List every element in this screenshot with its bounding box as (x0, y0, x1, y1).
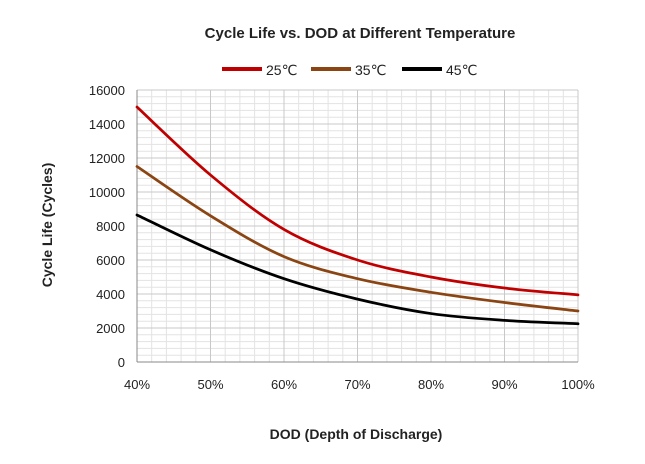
x-tick-labels: 40% 50% 60% 70% 80% 90% 100% (124, 377, 595, 392)
x-axis-label: DOD (Depth of Discharge) (270, 426, 443, 442)
legend-label-35c: 35℃ (355, 62, 386, 78)
y-tick-label: 0 (118, 355, 125, 370)
x-tick-label: 40% (124, 377, 150, 392)
y-tick-labels: 0 2000 4000 6000 8000 10000 12000 14000 16000 (89, 83, 125, 370)
y-tick-label: 12000 (89, 151, 125, 166)
y-tick-label: 4000 (96, 287, 125, 302)
x-tick-label: 50% (197, 377, 223, 392)
x-tick-label: 70% (344, 377, 370, 392)
series-lines (135, 105, 580, 326)
legend-label-25c: 25℃ (266, 62, 297, 78)
chart-title: Cycle Life vs. DOD at Different Temperat… (205, 25, 516, 42)
y-tick-label: 8000 (96, 219, 125, 234)
y-tick-label: 6000 (96, 253, 125, 268)
legend: 25℃ 35℃ 45℃ (222, 62, 477, 78)
series-line-35c (135, 165, 580, 313)
x-tick-label: 80% (418, 377, 444, 392)
y-tick-label: 2000 (96, 321, 125, 336)
x-tick-label: 100% (561, 377, 595, 392)
series-line-45c (135, 213, 580, 326)
legend-label-45c: 45℃ (446, 62, 477, 78)
y-tick-label: 16000 (89, 83, 125, 98)
y-axis-label: Cycle Life (Cycles) (39, 163, 55, 288)
x-tick-label: 60% (271, 377, 297, 392)
series-line-25c (135, 105, 580, 297)
axes (136, 90, 578, 363)
y-tick-label: 14000 (89, 117, 125, 132)
y-tick-label: 10000 (89, 185, 125, 200)
x-tick-label: 90% (491, 377, 517, 392)
